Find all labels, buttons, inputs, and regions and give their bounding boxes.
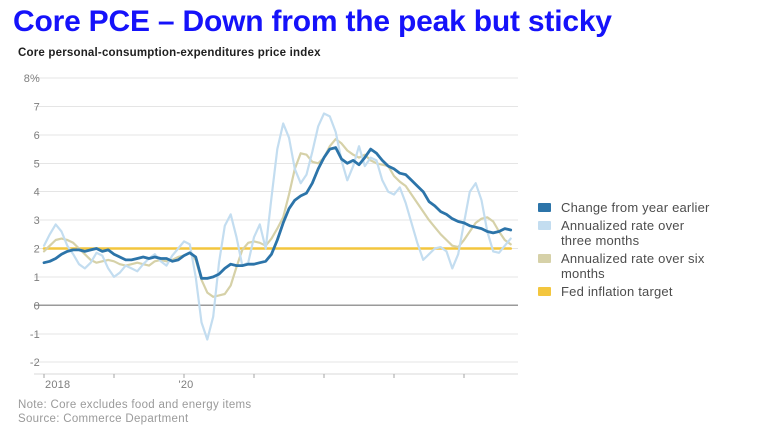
note-text: Note: Core excludes food and energy item… <box>18 399 252 411</box>
target-swatch-icon <box>538 287 551 296</box>
page-title: Core PCE – Down from the peak but sticky <box>13 5 612 38</box>
legend-item-annualized-six-months: Annualized rate over six months <box>536 251 772 281</box>
y-axis-tick-label: 3 <box>34 215 40 227</box>
source-text: Source: Commerce Department <box>18 413 189 425</box>
x-axis-tick-label: '20 <box>179 379 194 391</box>
three-month-swatch-icon <box>538 221 551 230</box>
y-axis-tick-label: 0 <box>34 300 40 312</box>
six-month-swatch-icon <box>538 254 551 263</box>
y-axis-tick-label: 5 <box>34 158 40 170</box>
chart-legend: Change from year earlier Annualized rate… <box>536 200 772 302</box>
legend-label: Annualized rate over six months <box>561 251 705 281</box>
x-axis-tick-label: 2018 <box>45 379 70 391</box>
legend-item-change-from-year-earlier: Change from year earlier <box>536 200 772 215</box>
y-axis-tick-label: 7 <box>34 101 40 113</box>
yoy-swatch-icon <box>538 203 551 212</box>
y-axis-tick-label: 4 <box>34 187 40 199</box>
pce-line-chart: 8% 7 6 5 4 3 2 1 0 -1 -2 2018 '20 <box>24 73 518 391</box>
y-axis-tick-label: -2 <box>30 357 40 369</box>
y-axis-tick-label: 6 <box>34 130 40 142</box>
y-axis-tick-label: 2 <box>34 244 40 256</box>
y-axis-tick-label: 1 <box>34 272 40 284</box>
y-axis-tick-label: -1 <box>30 329 40 341</box>
legend-item-annualized-three-months: Annualized rate over three months <box>536 218 772 248</box>
legend-item-fed-inflation-target: Fed inflation target <box>536 284 772 299</box>
series-line-annualized-rate-over-three-months <box>42 112 512 341</box>
footnotes: Note: Core excludes food and energy item… <box>18 398 498 426</box>
legend-label: Annualized rate over three months <box>561 218 685 248</box>
series-line-annualized-rate-over-six-months <box>42 137 512 298</box>
legend-label: Fed inflation target <box>561 284 673 299</box>
y-axis-tick-label: 8% <box>24 73 40 85</box>
legend-label: Change from year earlier <box>561 200 710 215</box>
series-line-change-from-year-earlier <box>42 146 513 280</box>
chart-title: Core personal-consumption-expenditures p… <box>18 47 321 59</box>
